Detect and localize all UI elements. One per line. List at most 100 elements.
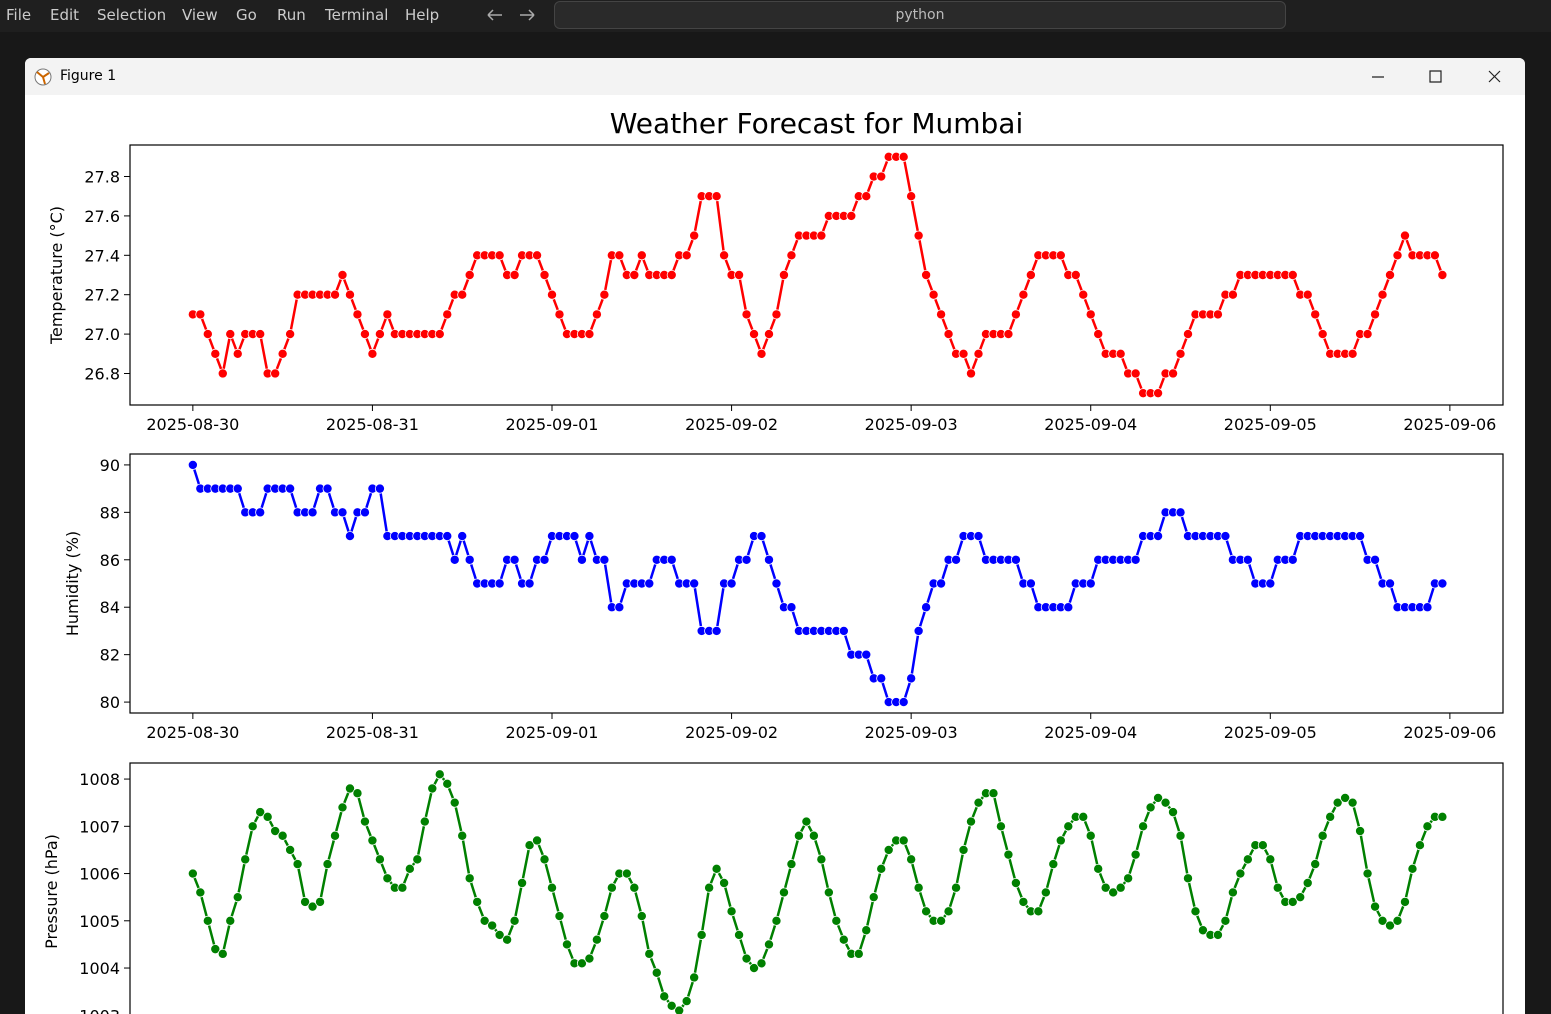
data-point — [337, 507, 348, 518]
data-point — [756, 348, 767, 359]
data-point — [382, 309, 393, 320]
data-point — [1295, 892, 1306, 903]
menu-item[interactable]: Selection — [97, 6, 167, 24]
data-point — [1018, 896, 1029, 907]
chart-title: Weather Forecast for Mumbai — [610, 107, 1023, 140]
data-point — [689, 578, 700, 589]
data-point — [337, 802, 348, 813]
data-point — [359, 816, 370, 827]
data-point — [734, 929, 745, 940]
data-point — [277, 830, 288, 841]
data-point — [442, 778, 453, 789]
data-point — [1055, 250, 1066, 261]
menu-item[interactable]: Go — [236, 6, 257, 24]
menu-item[interactable]: Run — [277, 6, 306, 24]
y-tick-label: 27.8 — [84, 168, 120, 187]
data-point — [614, 250, 625, 261]
data-point — [464, 269, 475, 280]
nav-arrows[interactable] — [486, 6, 536, 24]
data-point — [1190, 906, 1201, 917]
data-point — [861, 649, 872, 660]
menu-item[interactable]: File — [6, 6, 32, 24]
data-point — [330, 830, 341, 841]
data-point — [374, 483, 385, 494]
data-point — [763, 939, 774, 950]
data-point — [763, 554, 774, 565]
y-axis-label: Pressure (hPa) — [42, 834, 61, 949]
data-point — [576, 958, 587, 969]
data-point — [1197, 925, 1208, 936]
data-point — [666, 1000, 677, 1011]
search-text: python — [895, 7, 945, 23]
menu-item[interactable]: Edit — [50, 6, 80, 24]
y-tick-label: 1005 — [79, 912, 120, 931]
data-point — [494, 250, 505, 261]
data-point — [921, 602, 932, 613]
data-point — [1265, 854, 1276, 865]
data-point — [786, 250, 797, 261]
window-controls[interactable] — [1365, 66, 1515, 88]
data-point — [906, 191, 917, 202]
data-point — [352, 788, 363, 799]
data-point — [232, 348, 243, 359]
x-tick-label: 2025-08-31 — [326, 723, 419, 742]
data-point — [666, 269, 677, 280]
data-point — [1370, 901, 1381, 912]
data-point — [554, 911, 565, 922]
data-point — [1377, 915, 1388, 926]
data-point — [1347, 797, 1358, 808]
data-point — [741, 309, 752, 320]
data-point — [1003, 329, 1014, 340]
data-point — [689, 972, 700, 983]
search-box[interactable]: python — [554, 1, 1286, 29]
data-point — [711, 191, 722, 202]
data-point — [539, 554, 550, 565]
data-point — [1392, 915, 1403, 926]
data-point — [1010, 309, 1021, 320]
data-point — [315, 896, 326, 907]
menu-item[interactable]: Terminal — [325, 6, 389, 24]
data-point — [202, 329, 213, 340]
data-point — [898, 835, 909, 846]
axes-frame — [129, 453, 1504, 714]
data-point — [344, 531, 355, 542]
x-tick-label: 2025-09-05 — [1224, 415, 1317, 434]
data-point — [330, 289, 341, 300]
data-point — [584, 953, 595, 964]
data-point — [1182, 329, 1193, 340]
data-point — [210, 944, 221, 955]
data-point — [1093, 329, 1104, 340]
data-point — [1437, 811, 1448, 822]
data-point — [943, 329, 954, 340]
data-point — [876, 171, 887, 182]
data-point — [487, 920, 498, 931]
data-point — [285, 844, 296, 855]
data-point — [442, 309, 453, 320]
data-point — [524, 840, 535, 851]
data-point — [442, 531, 453, 542]
data-point — [1130, 368, 1141, 379]
data-point — [1355, 826, 1366, 837]
data-point — [576, 554, 587, 565]
x-tick-label: 2025-09-06 — [1403, 415, 1496, 434]
data-point — [217, 948, 228, 959]
data-point — [419, 816, 430, 827]
data-point — [1168, 807, 1179, 818]
menu-item[interactable]: Help — [405, 6, 440, 24]
data-point — [644, 578, 655, 589]
x-tick-label: 2025-09-04 — [1044, 723, 1137, 742]
data-point — [921, 906, 932, 917]
data-point — [187, 868, 198, 879]
data-point — [1265, 578, 1276, 589]
title-bar: Figure 1 — [25, 58, 1525, 95]
menu-item[interactable]: View — [182, 6, 218, 24]
data-point — [300, 896, 311, 907]
y-tick-label: 1007 — [79, 817, 120, 836]
y-tick-label: 1006 — [79, 865, 120, 884]
data-point — [285, 483, 296, 494]
axes-frame — [129, 144, 1504, 406]
data-point — [232, 483, 243, 494]
data-point — [778, 269, 789, 280]
data-point — [816, 854, 827, 865]
data-point — [906, 673, 917, 684]
